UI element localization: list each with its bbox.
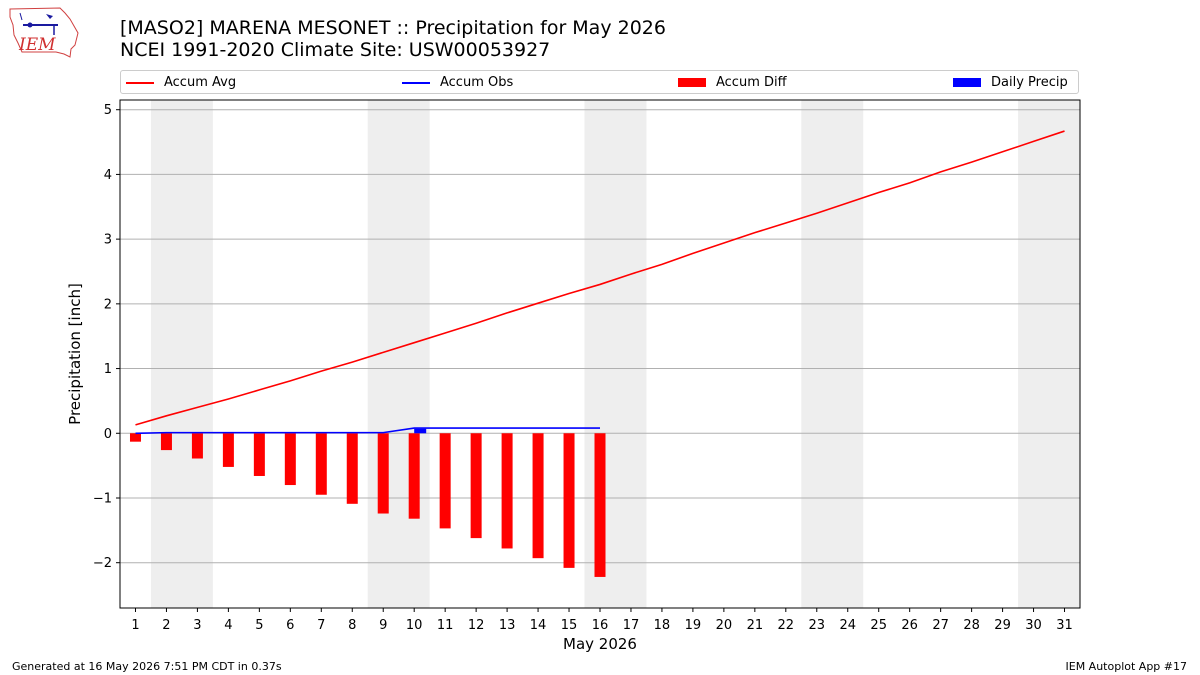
accum-diff-bar-14 [532,433,544,559]
x-tick-label-2: 2 [162,618,170,633]
accum-diff-bar-10 [408,433,420,519]
weekend-band-4 [1018,100,1080,608]
y-axis-label: Precipitation [inch] [66,283,84,425]
accum-diff-bar-12 [470,433,482,539]
accum-diff-bar-13 [501,433,513,549]
weekend-band-0 [150,100,213,608]
legend-item-accum-obs: Accum Obs [402,74,513,91]
iem-logo-graphic: IEM [9,7,79,58]
chart-legend: Accum Avg Accum Obs Accum Diff Daily Pre… [120,70,1079,94]
x-axis-label: May 2026 [563,635,637,653]
accum-diff-bar-16 [594,433,606,577]
x-tick-label-26: 26 [901,618,918,633]
legend-label-accum-diff: Accum Diff [716,75,787,90]
legend-label-accum-obs: Accum Obs [440,75,514,90]
weekend-band-3 [801,100,864,608]
y-tick-label-2: 0 [104,427,112,442]
x-tick-label-27: 27 [932,618,949,633]
x-tick-label-25: 25 [870,618,887,633]
legend-item-daily-precip: Daily Precip [953,74,1068,91]
x-tick-label-6: 6 [286,618,294,633]
x-tick-label-13: 13 [499,618,516,633]
x-tick-label-29: 29 [994,618,1011,633]
accum-diff-bar-8 [346,433,358,504]
y-tick-label-6: 4 [104,168,112,183]
legend-swatch-accum-diff [678,78,706,87]
x-tick-label-14: 14 [530,618,547,633]
svg-text:IEM: IEM [18,35,56,55]
legend-item-accum-avg: Accum Avg [126,74,236,91]
y-tick-label-5: 3 [104,233,112,248]
y-tick-label-1: −1 [93,491,112,506]
accum-diff-bar-7 [315,433,327,495]
legend-label-daily-precip: Daily Precip [991,75,1068,90]
weekend-band-2 [584,100,647,608]
y-tick-label-3: 1 [104,362,112,377]
x-tick-label-21: 21 [747,618,764,633]
x-tick-label-7: 7 [317,618,325,633]
x-tick-label-9: 9 [379,618,387,633]
x-tick-label-3: 3 [193,618,201,633]
iem-logo: IEM [8,5,82,59]
chart-title: [MASO2] MARENA MESONET :: Precipitation … [120,17,666,39]
legend-label-accum-avg: Accum Avg [164,75,237,90]
legend-swatch-accum-avg [126,81,154,84]
x-tick-label-23: 23 [809,618,826,633]
y-tick-label-7: 5 [104,103,112,118]
accum-diff-bar-2 [160,433,172,451]
x-tick-label-1: 1 [131,618,139,633]
x-tick-label-17: 17 [623,618,640,633]
x-tick-label-16: 16 [592,618,609,633]
accum-diff-bar-6 [284,433,296,486]
x-tick-label-18: 18 [654,618,671,633]
x-tick-label-28: 28 [963,618,980,633]
y-tick-label-0: −2 [93,556,112,571]
x-tick-label-8: 8 [348,618,356,633]
accum-obs-line [135,427,600,435]
x-tick-label-15: 15 [561,618,578,633]
legend-item-accum-diff: Accum Diff [678,74,787,91]
x-tick-label-5: 5 [255,618,263,633]
x-tick-label-20: 20 [716,618,733,633]
accum-diff-bar-4 [222,433,234,467]
accum-diff-bar-5 [253,433,265,476]
accum-diff-bar-1 [129,433,141,442]
chart-subtitle: NCEI 1991-2020 Climate Site: USW00053927 [120,39,551,61]
app-credit: IEM Autoplot App #17 [1065,660,1188,673]
x-tick-label-24: 24 [839,618,856,633]
x-tick-label-10: 10 [406,618,423,633]
x-tick-label-11: 11 [437,618,454,633]
x-tick-label-30: 30 [1025,618,1042,633]
x-tick-label-4: 4 [224,618,232,633]
accum-diff-bar-15 [563,433,575,568]
daily-precip-bar-10 [414,428,427,434]
x-tick-label-22: 22 [778,618,795,633]
generated-timestamp: Generated at 16 May 2026 7:51 PM CDT in … [12,660,282,673]
legend-swatch-accum-obs [402,81,430,84]
x-tick-label-12: 12 [468,618,485,633]
legend-swatch-daily-precip [953,78,981,87]
x-tick-label-19: 19 [685,618,702,633]
accum-avg-line [135,130,1065,426]
y-tick-label-4: 2 [104,297,112,312]
accum-diff-bar-9 [377,433,389,514]
accum-diff-bar-11 [439,433,451,529]
x-tick-label-31: 31 [1056,618,1073,633]
accum-diff-bar-3 [191,433,203,459]
